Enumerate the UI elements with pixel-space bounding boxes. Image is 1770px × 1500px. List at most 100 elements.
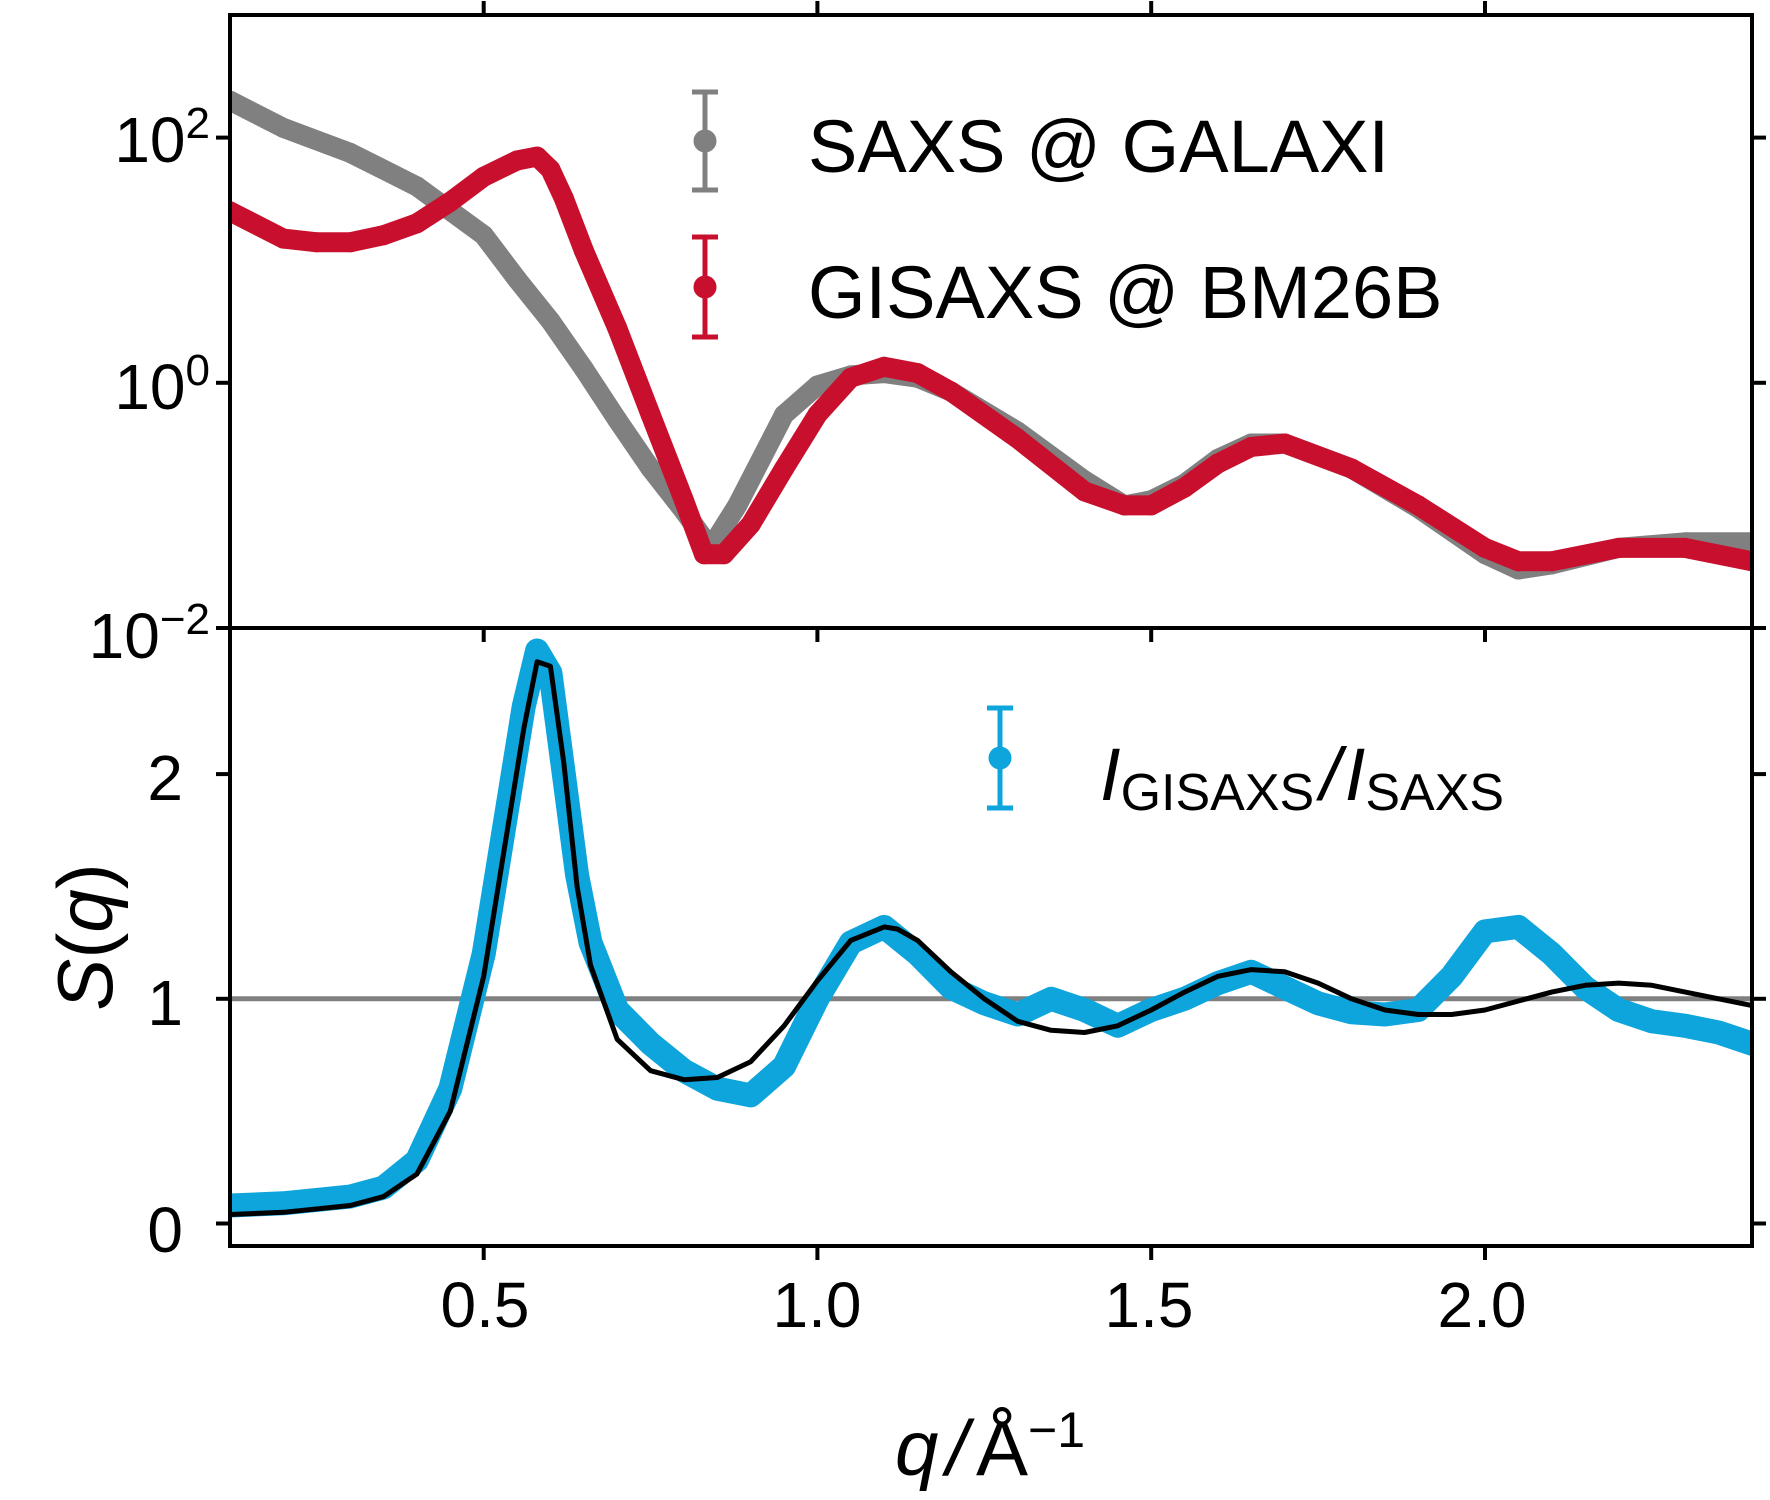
- point-gisaxs: [406, 213, 427, 234]
- point-gisaxs: [553, 188, 574, 209]
- point-gisaxs: [640, 404, 661, 425]
- point-saxs: [1742, 532, 1752, 553]
- point-ratio: [1307, 992, 1330, 1015]
- point-ratio: [1540, 942, 1563, 965]
- point-gisaxs: [714, 544, 734, 565]
- point-gisaxs: [807, 404, 828, 425]
- point-gisaxs: [473, 166, 494, 187]
- point-gisaxs: [340, 232, 361, 253]
- point-ratio: [1474, 920, 1496, 943]
- point-gisaxs: [1208, 453, 1228, 474]
- point-ratio: [973, 992, 996, 1015]
- point-ratio: [1607, 999, 1630, 1021]
- legend-label-ratio: IGISAXS/ISAXS: [1100, 733, 1504, 822]
- top-ytick-label: 102: [114, 99, 210, 176]
- top-ytick-label: 100: [114, 346, 210, 423]
- point-ratio: [272, 1192, 295, 1215]
- point-gisaxs: [673, 490, 694, 511]
- x-axis-label: q / Å−1: [895, 1402, 1085, 1492]
- top-legend: SAXS @ GALAXI GISAXS @ BM26B: [692, 89, 1442, 340]
- point-gisaxs: [907, 363, 928, 384]
- xtick-label: 1.5: [1105, 1269, 1194, 1341]
- point-gisaxs: [774, 458, 795, 479]
- point-saxs: [727, 495, 748, 516]
- point-ratio: [773, 1055, 796, 1078]
- y-axis-label: S(q): [41, 863, 129, 1010]
- point-ratio: [526, 639, 549, 662]
- point-gisaxs: [940, 381, 961, 402]
- point-ratio: [1407, 999, 1430, 1021]
- point-gisaxs: [573, 240, 594, 261]
- point-saxs: [473, 225, 494, 246]
- bottom-ytick-label: 2: [147, 742, 183, 814]
- point-gisaxs: [1475, 537, 1495, 558]
- point-gisaxs: [1174, 477, 1195, 498]
- point-ratio: [1640, 1010, 1663, 1033]
- point-gisaxs: [1074, 481, 1095, 502]
- point-gisaxs: [273, 228, 294, 249]
- legend-label-saxs: SAXS @ GALAXI: [808, 105, 1389, 188]
- point-gisaxs: [373, 225, 394, 246]
- point-gisaxs: [1241, 436, 1262, 457]
- legend-marker-ratio: [987, 705, 1013, 811]
- point-ratio: [639, 1032, 662, 1055]
- point-ratio: [1440, 965, 1463, 988]
- point-ratio: [1040, 987, 1063, 1010]
- point-gisaxs: [1508, 551, 1529, 572]
- top-plot-area: [230, 90, 1752, 580]
- point-gisaxs: [1274, 433, 1295, 454]
- series-fit-line: [230, 659, 1752, 1217]
- point-ratio: [1340, 1001, 1363, 1024]
- point-ratio: [1507, 915, 1530, 938]
- point-saxs: [774, 404, 795, 425]
- point-gisaxs: [1541, 551, 1562, 572]
- point-ratio: [606, 999, 629, 1021]
- point-ratio: [1273, 976, 1296, 999]
- point-saxs: [640, 458, 661, 479]
- bottom-ytick-label: 1: [147, 967, 183, 1039]
- point-ratio: [1707, 1021, 1730, 1044]
- point-ratio: [230, 1194, 241, 1217]
- point-gisaxs: [607, 318, 628, 338]
- point-gisaxs: [440, 191, 461, 212]
- bottom-axes-frame: [228, 626, 1754, 1248]
- point-gisaxs: [1141, 495, 1162, 516]
- point-saxs: [607, 409, 628, 430]
- point-ratio: [806, 987, 829, 1010]
- xtick-label: 0.5: [441, 1269, 530, 1341]
- point-gisaxs: [1675, 537, 1696, 558]
- point-gisaxs: [840, 367, 861, 388]
- bottom-ticks: [216, 772, 1766, 1260]
- legend-marker-saxs: [692, 89, 718, 193]
- point-ratio: [939, 976, 962, 999]
- bottom-ytick-label: 0: [147, 1194, 183, 1266]
- point-gisaxs: [507, 150, 527, 171]
- point-gisaxs: [527, 146, 548, 167]
- point-gisaxs: [1341, 458, 1362, 479]
- point-saxs: [507, 269, 527, 290]
- point-saxs: [807, 375, 828, 396]
- point-gisaxs: [1007, 428, 1028, 449]
- point-ratio: [1674, 1014, 1697, 1037]
- point-saxs: [573, 358, 594, 379]
- top-ytick-label: 10−2: [89, 595, 210, 672]
- point-gisaxs: [1408, 495, 1429, 516]
- point-gisaxs: [540, 159, 561, 180]
- point-saxs: [406, 176, 427, 197]
- point-gisaxs: [1114, 495, 1135, 516]
- point-gisaxs: [740, 514, 761, 535]
- point-saxs: [273, 117, 294, 138]
- xtick-label: 2.0: [1438, 1269, 1527, 1341]
- legend-label-gisaxs: GISAXS @ BM26B: [808, 251, 1442, 334]
- point-saxs: [540, 310, 561, 331]
- point-ratio: [706, 1077, 729, 1100]
- point-gisaxs: [1608, 537, 1629, 558]
- point-gisaxs: [1742, 551, 1752, 572]
- legend-marker-gisaxs: [692, 234, 718, 340]
- point-gisaxs: [694, 544, 714, 565]
- bottom-panel: 0 1 2 0.5 1.0 1.5 2.0 IGISAXS/ISAXS: [147, 626, 1766, 1341]
- point-saxs: [340, 142, 361, 163]
- point-saxs: [230, 90, 240, 111]
- top-panel: 102 100 10−2 SAXS @ GALAXI GISAXS @ BM26…: [89, 1, 1766, 672]
- point-gisaxs: [874, 356, 895, 377]
